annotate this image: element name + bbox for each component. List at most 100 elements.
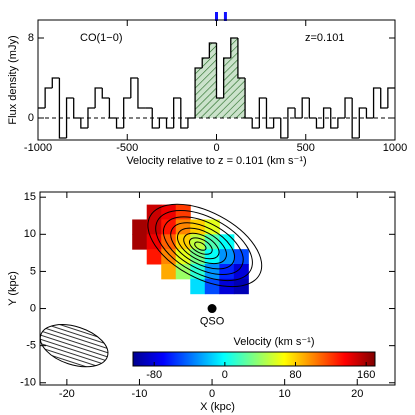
step bbox=[151, 108, 160, 129]
shaded-tint bbox=[202, 58, 210, 118]
y-tick-label: -10 bbox=[20, 377, 36, 389]
step bbox=[137, 78, 146, 109]
step bbox=[287, 107, 296, 138]
redshift-label: z=0.101 bbox=[305, 32, 344, 44]
step bbox=[251, 118, 260, 129]
step bbox=[330, 108, 338, 129]
shaded-tint bbox=[230, 38, 238, 118]
x-tick-label: -20 bbox=[59, 388, 75, 400]
x-tick-label: 10 bbox=[279, 388, 291, 400]
step bbox=[358, 107, 367, 138]
step bbox=[58, 78, 67, 139]
y-tick-label: 5 bbox=[30, 265, 36, 277]
shaded-bar bbox=[195, 68, 203, 118]
step bbox=[387, 87, 395, 108]
velocity-pixel bbox=[161, 219, 177, 235]
velocity-pixel bbox=[175, 234, 191, 250]
shaded-tint bbox=[237, 78, 246, 118]
colorbar-tick-label: -80 bbox=[146, 369, 162, 381]
shaded-bar bbox=[237, 78, 246, 118]
source-label: QSO bbox=[200, 315, 225, 327]
step bbox=[215, 43, 224, 99]
velocity-pixel bbox=[233, 278, 249, 295]
step bbox=[130, 77, 138, 98]
shaded-bar bbox=[216, 98, 224, 118]
step bbox=[187, 117, 196, 128]
step bbox=[194, 67, 203, 118]
velocity-pixel bbox=[175, 204, 191, 220]
velocity-pixel bbox=[175, 219, 191, 235]
step bbox=[123, 97, 131, 128]
line-label: CO(1−0) bbox=[80, 32, 123, 44]
shaded-bar bbox=[230, 38, 238, 118]
velocity-pixel bbox=[204, 278, 220, 295]
x-tick-label: -500 bbox=[116, 142, 138, 154]
step bbox=[44, 87, 53, 108]
step bbox=[230, 37, 238, 58]
velocity-pixel bbox=[132, 234, 148, 250]
contour bbox=[170, 222, 235, 270]
step bbox=[265, 98, 274, 129]
step bbox=[365, 108, 374, 119]
step bbox=[173, 97, 181, 128]
velocity-pixel bbox=[146, 219, 162, 235]
shaded-tint bbox=[209, 43, 217, 118]
step bbox=[315, 118, 324, 129]
colorbar-tick-label: 0 bbox=[222, 369, 228, 381]
source bbox=[207, 304, 217, 314]
x-tick-label: 0 bbox=[209, 388, 215, 400]
step bbox=[372, 87, 381, 118]
step bbox=[272, 117, 281, 128]
x-tick-label: 500 bbox=[297, 142, 315, 154]
velocity-pixel bbox=[161, 249, 177, 265]
step bbox=[51, 77, 60, 88]
x-tick-label: 20 bbox=[351, 388, 363, 400]
y-tick-label: 0 bbox=[28, 112, 34, 124]
frame bbox=[39, 191, 396, 386]
step bbox=[294, 108, 303, 119]
y-tick-label: -5 bbox=[26, 340, 36, 352]
step bbox=[87, 107, 96, 128]
velocity-pixel bbox=[161, 264, 177, 280]
shaded-bar bbox=[209, 43, 217, 118]
contour bbox=[147, 203, 263, 288]
shaded-tint bbox=[216, 98, 224, 118]
shaded-tint bbox=[223, 58, 231, 118]
step bbox=[337, 117, 346, 128]
colorbar-label: Velocity (km s⁻¹) bbox=[234, 336, 315, 348]
step bbox=[115, 118, 124, 129]
x-tick-label: 1000 bbox=[383, 142, 407, 154]
step bbox=[101, 88, 110, 99]
step bbox=[301, 97, 310, 118]
velocity-pixel bbox=[190, 219, 206, 235]
step bbox=[258, 97, 267, 128]
step bbox=[201, 57, 210, 68]
step bbox=[280, 118, 288, 139]
step bbox=[94, 87, 103, 108]
colorbar bbox=[132, 351, 376, 367]
step bbox=[65, 97, 74, 138]
step bbox=[80, 118, 88, 129]
x-tick-label: -10 bbox=[132, 388, 148, 400]
step bbox=[180, 98, 188, 129]
y-tick-label: 10 bbox=[24, 228, 36, 240]
step bbox=[222, 57, 231, 98]
contour bbox=[162, 216, 244, 276]
x-tick-label: 0 bbox=[213, 142, 219, 154]
y-tick-label: 0 bbox=[30, 302, 36, 314]
y-axis-label: Y (kpc) bbox=[7, 271, 19, 306]
step bbox=[208, 42, 217, 58]
velocity-pixel bbox=[146, 249, 162, 265]
beam bbox=[39, 324, 109, 368]
step bbox=[344, 97, 353, 118]
y-axis-label: Flux density (mJy) bbox=[7, 35, 19, 124]
step bbox=[237, 38, 246, 79]
step bbox=[108, 98, 117, 119]
x-tick-label: -1000 bbox=[24, 142, 52, 154]
y-tick-label: 15 bbox=[24, 191, 36, 203]
contour bbox=[155, 210, 253, 282]
velocity-pixel bbox=[204, 249, 220, 265]
colorbar-tick-label: 160 bbox=[357, 369, 375, 381]
shaded-bar bbox=[223, 58, 231, 118]
